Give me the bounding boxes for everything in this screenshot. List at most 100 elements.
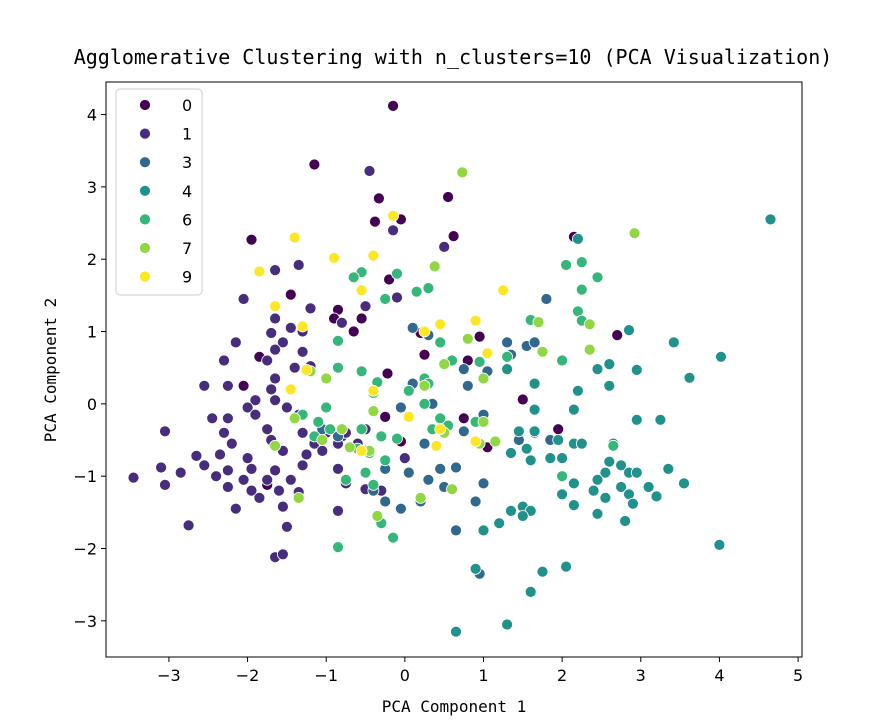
legend-marker (139, 184, 151, 197)
data-point-series-6 (375, 430, 388, 443)
data-point-series-9 (269, 300, 282, 313)
data-point-series-1 (276, 500, 289, 513)
data-point-series-3 (422, 473, 435, 486)
data-point-series-4 (678, 477, 690, 490)
data-point-series-4 (662, 462, 675, 475)
data-point-series-1 (221, 464, 234, 477)
data-point-series-6 (332, 541, 344, 553)
data-point-series-6 (391, 267, 403, 280)
data-point-series-1 (269, 394, 282, 407)
data-point-series-0 (284, 288, 297, 301)
legend: 0 1 3 4 6 7 9 (115, 88, 203, 296)
legend-marker (139, 156, 151, 169)
data-point-series-9 (367, 384, 380, 397)
data-point-series-0 (387, 100, 400, 112)
data-point-series-4 (524, 586, 537, 598)
data-point-series-9 (402, 410, 415, 423)
data-point-series-4 (575, 437, 588, 450)
data-point-series-4 (642, 481, 655, 493)
data-point-series-1 (280, 520, 293, 533)
data-point-series-0 (447, 230, 460, 243)
data-point-series-0 (611, 329, 624, 342)
data-point-series-4 (493, 517, 506, 530)
data-point-series-4 (599, 466, 612, 479)
data-point-series-4 (536, 565, 549, 578)
data-point-series-1 (300, 448, 313, 461)
data-point-series-7 (477, 415, 490, 428)
x-tick-label: −1 (314, 666, 338, 685)
data-point-series-4 (650, 490, 663, 503)
data-point-series-7 (489, 435, 502, 448)
data-point-series-1 (276, 548, 289, 561)
data-point-series-1 (276, 336, 289, 349)
data-point-series-4 (630, 466, 643, 479)
legend-label: 7 (182, 239, 192, 258)
data-point-series-6 (402, 384, 415, 397)
legend-box (115, 88, 203, 296)
data-point-series-9 (469, 314, 482, 327)
data-point-series-1 (182, 519, 195, 532)
data-point-series-7 (418, 379, 431, 392)
y-tick-label: −2 (73, 540, 97, 559)
data-point-series-4 (683, 371, 696, 384)
data-point-series-7 (477, 372, 490, 385)
data-point-series-3 (394, 401, 407, 414)
data-point-series-1 (284, 321, 297, 334)
data-point-series-3 (394, 502, 407, 515)
data-point-series-7 (628, 227, 641, 240)
data-point-series-0 (381, 367, 394, 380)
data-point-series-1 (190, 449, 203, 462)
data-point-series-1 (304, 302, 317, 315)
data-point-series-1 (159, 425, 171, 438)
data-point-series-1 (332, 504, 344, 517)
data-point-series-7 (343, 441, 356, 454)
chart-title: Agglomerative Clustering with n_clusters… (74, 45, 833, 69)
data-point-series-6 (379, 293, 392, 305)
legend-label: 0 (182, 96, 192, 115)
x-tick-label: 1 (478, 666, 488, 685)
data-point-series-7 (371, 510, 384, 522)
data-point-series-7 (367, 405, 380, 418)
data-point-series-7 (316, 434, 329, 446)
data-point-series-0 (552, 423, 565, 436)
x-tick-label: 3 (636, 666, 646, 685)
data-point-series-6 (332, 334, 344, 347)
data-point-series-6 (501, 350, 514, 363)
y-tick-label: 2 (87, 250, 97, 269)
data-point-series-3 (450, 461, 462, 474)
data-point-series-1 (155, 461, 168, 474)
data-point-series-4 (513, 425, 525, 438)
data-point-series-6 (434, 412, 447, 425)
data-point-series-7 (446, 483, 458, 496)
data-point-series-1 (174, 466, 187, 479)
data-point-series-1 (237, 473, 250, 486)
data-point-series-9 (367, 249, 380, 262)
data-point-series-1 (296, 345, 309, 358)
data-point-series-7 (461, 332, 474, 345)
data-point-series-4 (505, 447, 517, 459)
data-point-series-6 (312, 415, 325, 428)
data-point-series-4 (591, 363, 604, 376)
y-tick-label: −1 (73, 467, 97, 486)
data-point-series-4 (505, 504, 517, 517)
data-point-series-6 (387, 531, 400, 544)
data-point-series-1 (221, 481, 234, 493)
data-point-series-7 (438, 358, 451, 371)
data-point-series-4 (568, 499, 580, 512)
y-tick-label: 1 (87, 323, 97, 342)
plot-frame (105, 81, 803, 658)
data-point-series-7 (583, 318, 596, 331)
data-point-series-6 (355, 423, 368, 436)
data-point-series-4 (591, 473, 604, 486)
data-point-series-1 (316, 444, 329, 457)
data-point-series-1 (206, 412, 219, 425)
legend-marker (139, 242, 151, 254)
data-point-series-1 (269, 343, 282, 356)
data-point-series-9 (434, 423, 447, 436)
legend-marker (139, 127, 151, 140)
y-tick-label: −3 (73, 612, 97, 631)
data-point-series-4 (587, 484, 600, 497)
data-point-series-4 (528, 403, 541, 416)
data-point-series-3 (406, 321, 419, 334)
